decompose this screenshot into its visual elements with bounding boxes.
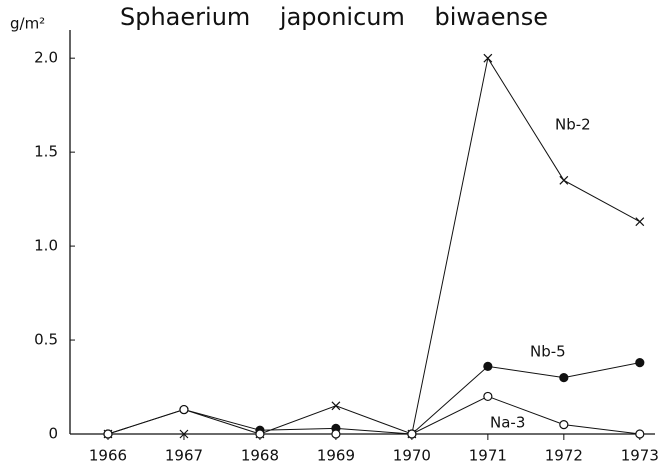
x-tick-label: 1970 — [393, 447, 431, 465]
y-tick-label: 2.0 — [34, 49, 58, 67]
marker-x — [483, 53, 493, 63]
x-tick-label: 1969 — [317, 447, 355, 465]
series-line — [107, 56, 641, 435]
series-line — [107, 362, 640, 435]
x-tick-label: 1973 — [621, 447, 659, 465]
marker-open — [483, 391, 493, 402]
marker-x — [331, 401, 341, 411]
series-label: Nb-2 — [555, 116, 591, 134]
marker-open — [179, 404, 189, 415]
y-axis-label: g/m² — [10, 15, 45, 33]
marker-open — [103, 429, 113, 439]
marker-filled — [635, 357, 645, 368]
marker-filled — [559, 373, 569, 383]
series-label: Nb-5 — [530, 343, 566, 361]
y-tick-label: 1.5 — [34, 143, 58, 161]
series-line — [107, 395, 640, 435]
marker-x — [635, 217, 645, 227]
marker-x — [179, 429, 189, 439]
marker-open — [559, 420, 569, 430]
y-tick-label: 1.0 — [34, 237, 58, 255]
chart-title: Sphaerium japonicum biwaense — [120, 3, 548, 31]
marker-x — [559, 175, 569, 185]
marker-open — [331, 429, 341, 439]
x-tick-label: 1971 — [469, 447, 507, 465]
y-tick-label: 0.5 — [34, 331, 58, 349]
marker-open — [407, 429, 417, 439]
series-label: Na-3 — [490, 414, 525, 432]
marker-open — [255, 429, 265, 439]
x-tick-label: 1972 — [545, 447, 583, 465]
x-tick-label: 1968 — [241, 447, 279, 465]
x-tick-label: 1967 — [165, 447, 203, 465]
marker-open — [635, 429, 645, 439]
y-tick-label: 0 — [48, 425, 58, 443]
x-tick-label: 1966 — [89, 447, 127, 465]
marker-filled — [483, 361, 493, 371]
